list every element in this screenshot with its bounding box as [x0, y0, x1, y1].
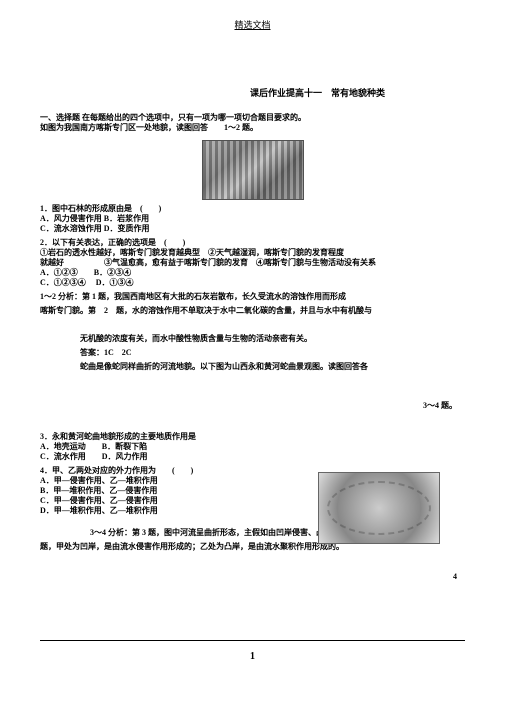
q2-circ-2: 就越好 ③气温愈高，愈有益于喀斯专门貌的发育 ④喀斯专门貌与生物活动没有关系 [40, 258, 465, 268]
ref-num-4: 4 [453, 572, 457, 581]
q3-opt-cd: C．流水作用 D．风力作用 [40, 452, 280, 462]
question-2: 2．以下有关表达，正确的选项是 ( ) ①岩石的透水性越好，喀斯专门貌发育越典型… [40, 238, 465, 288]
intro-line-1: 一、选择题 在每题给出的四个选项中，只有一项为哪一项切合题目要求的。 [40, 113, 465, 123]
intro-line-2: 如图为我国南方喀斯专门区一处地貌，读图回答 1～2 题。 [40, 123, 465, 133]
question-1: 1．图中石林的形成原由是 ( ) A．风力侵害作用 B．岩浆作用 C．流水溶蚀作… [40, 204, 465, 234]
q4-opt-a: A．甲—侵害作用、乙—堆积作用 [40, 476, 280, 486]
q4-opt-c: C．甲—侵害作用、乙—侵害作用 [40, 496, 280, 506]
q1-stem: 1．图中石林的形成原由是 ( ) [40, 204, 465, 214]
q2-opt-cd: C．①②③④ D．①③④ [40, 278, 465, 288]
q1-opt-ab: A．风力侵害作用 B．岩浆作用 [40, 214, 465, 224]
q3-stem: 3．永和黄河蛇曲地貌形成的主要地质作用是 [40, 432, 280, 442]
instructions: 一、选择题 在每题给出的四个选项中，只有一项为哪一项切合题目要求的。 如图为我国… [40, 113, 465, 134]
question-3: 3．永和黄河蛇曲地貌形成的主要地质作用是 A．地壳运动 B．断裂下陷 C．流水作… [40, 432, 280, 462]
q2-stem: 2．以下有关表达，正确的选项是 ( ) [40, 238, 465, 248]
q4-opt-d: D．甲—堆积作用、乙—堆积作用 [40, 506, 280, 516]
q2-circ-1: ①岩石的透水性越好，喀斯专门貌发育越典型 ②天气越湿润，喀斯专门貌的发育程度 [40, 248, 465, 258]
q3-opt-ab: A．地壳运动 B．断裂下陷 [40, 442, 280, 452]
analysis-1-2-line1: 1～2 分析：第 1 题，我国西南地区有大批的石灰岩散布，长久受流水的溶蚀作用而… [40, 292, 465, 302]
worksheet-title: 课后作业提高十一 常有地貌种类 [170, 86, 465, 99]
figure-1-karst [202, 140, 304, 200]
q1-opt-cd: C．流水溶蚀作用 D．变质作用 [40, 224, 465, 234]
doc-header: 精选文档 [0, 0, 505, 31]
analysis-1-2-answer: 答案：1C 2C [40, 348, 465, 358]
q2-opt-ab: A．①②③ B．②③④ [40, 268, 465, 278]
q4-stem: 4．甲、乙两处对应的外力作用为 ( ) [40, 466, 280, 476]
question-range-3-4: 3～4 题。 [423, 400, 457, 411]
q4-opt-b: B．甲—堆积作用、乙—侵害作用 [40, 486, 280, 496]
analysis-1-2-line3: 无机酸的浓度有关，而水中酸性物质含量与生物的活动亲密有关。 [40, 334, 465, 344]
figure-2-meander [318, 472, 440, 544]
analysis-1-2-line2: 喀斯专门貌。第 2 题，水的溶蚀作用不单取决于水中二氧化碳的含量，并且与水中有机… [40, 306, 465, 316]
page-number: 1 [40, 640, 465, 662]
question-4: 4．甲、乙两处对应的外力作用为 ( ) A．甲—侵害作用、乙—堆积作用 B．甲—… [40, 466, 280, 516]
snake-intro: 蛇曲是像蛇同样曲折的河流地貌。以下图为山西永和黄河蛇曲景观图。读图回答各 [40, 362, 465, 372]
